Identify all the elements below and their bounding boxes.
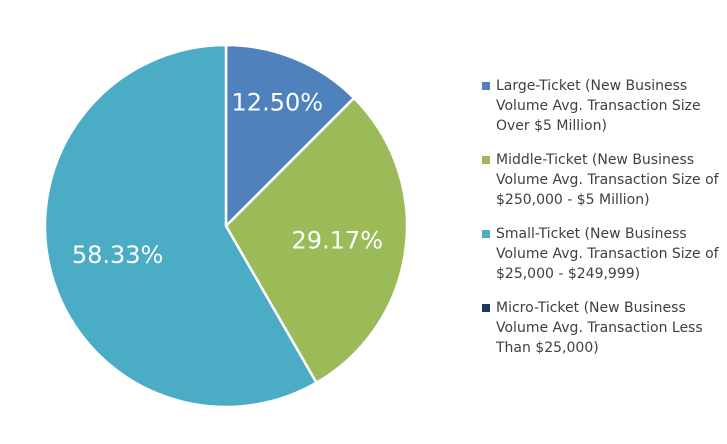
pie-slice-small-ticket [43,43,318,409]
legend-label-small-ticket: Small-Ticket (New Business Volume Avg. T… [496,226,719,282]
legend-label-middle-ticket: Middle-Ticket (New Business Volume Avg. … [496,152,719,208]
legend-swatch-small-ticket [482,230,490,238]
legend-swatch-large-ticket [482,82,490,90]
data-label-large-ticket: 12.50% [232,88,324,116]
legend-entry-small-ticket: Small-Ticket (New Business Volume Avg. T… [482,224,722,284]
legend-entry-micro-ticket: Micro-Ticket (New Business Volume Avg. T… [482,298,722,358]
data-label-small-ticket: 58.33% [72,241,164,269]
legend-entry-large-ticket: Large-Ticket (New Business Volume Avg. T… [482,76,722,136]
pie-slices [43,43,409,409]
pie-slice-large-ticket [224,43,356,228]
legend-swatch-middle-ticket [482,156,490,164]
legend-entry-middle-ticket: Middle-Ticket (New Business Volume Avg. … [482,150,722,210]
pie-data-labels: 12.50% 29.17% 58.33% [72,88,383,269]
legend-label-large-ticket: Large-Ticket (New Business Volume Avg. T… [496,78,701,134]
chart-legend: Large-Ticket (New Business Volume Avg. T… [482,76,722,372]
legend-swatch-micro-ticket [482,304,490,312]
pie-slice-middle-ticket [224,96,409,385]
data-label-middle-ticket: 29.17% [292,227,384,255]
legend-label-micro-ticket: Micro-Ticket (New Business Volume Avg. T… [496,300,703,356]
